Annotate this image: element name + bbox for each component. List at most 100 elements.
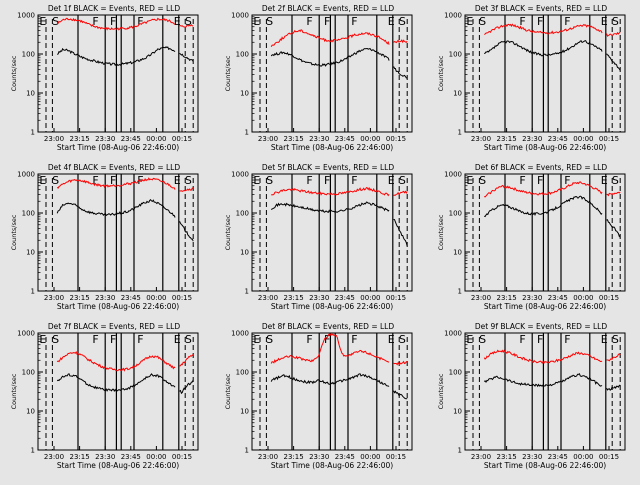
y-tick-label: 1 [458,129,462,137]
segment-mark: S [612,174,619,187]
series-events-line [56,46,194,67]
segment-mark: F [519,15,525,28]
detector-panel-1: Det 1f BLACK = Events, RED = LLD 1 10 100 10… [10,4,199,152]
x-tick-label: 23:15 [70,453,90,461]
x-tick-label: 23:45 [335,294,355,302]
segment-mark: E [174,15,181,28]
y-tick-label: 100 [449,369,462,377]
y-axis-label: Counts/sec [224,55,232,91]
segment-mark: E [388,174,395,187]
segment-mark: E [388,333,395,346]
series-lld-line [271,186,408,197]
y-tick-label: 100 [449,51,462,59]
detector-panel-4: Det 4f BLACK = Events, RED = LLD 1 10 100 10… [10,163,199,311]
segment-mark: F [537,333,543,346]
segment-mark: S [266,15,273,28]
panel-title: Det 1f BLACK = Events, RED = LLD [48,4,181,13]
panel-title: Det 8f BLACK = Events, RED = LLD [262,322,395,331]
x-axis-label: Start Time (08-Aug-06 22:46:00) [271,143,393,152]
plot-frame [37,14,199,133]
segment-mark: F [564,15,570,28]
segment-mark: F [351,15,357,28]
segment-mark: F [110,174,116,187]
segment-mark: F [306,15,312,28]
series-lld-line [270,332,408,366]
plot-frame [464,14,626,133]
series-events-line [270,201,408,247]
y-tick-label: 100 [22,51,35,59]
segment-mark: S [52,333,59,346]
x-tick-label: 00:00 [360,294,380,302]
x-tick-label: 23:45 [121,453,141,461]
y-tick-label: 100 [236,51,249,59]
x-tick-label: 23:15 [70,294,90,302]
plot-frame [251,332,413,451]
segment-mark: S [52,174,59,187]
x-tick-label: 23:15 [284,135,304,143]
y-tick-label: 1 [458,288,462,296]
y-tick-label: 1 [245,288,249,296]
x-tick-label: 23:30 [522,294,542,302]
series-events-line [56,373,194,395]
x-tick-label: 23:30 [309,294,329,302]
segment-mark: F [351,333,357,346]
y-axis-label: Counts/sec [437,55,445,91]
x-tick-label: 23:15 [497,453,517,461]
segment-mark: E [466,174,473,187]
y-tick-label: 1 [31,129,35,137]
segment-mark: F [324,15,330,28]
segment-mark: S [52,15,59,28]
y-tick-label: 100 [449,210,462,218]
plot-frame [464,173,626,292]
segment-mark: F [564,174,570,187]
x-axis-label: Start Time (08-Aug-06 22:46:00) [57,143,179,152]
series-lld-line [56,177,194,192]
x-tick-label: 00:15 [599,453,619,461]
segment-mark: F [324,174,330,187]
series-lld-line [483,181,621,198]
panel-title: Det 9f BLACK = Events, RED = LLD [475,322,608,331]
x-tick-label: 00:00 [146,453,166,461]
x-tick-label: 00:00 [573,453,593,461]
x-tick-label: 00:15 [599,135,619,143]
y-tick-label: 10 [240,249,249,257]
y-tick-label: 10 [453,249,462,257]
x-tick-label: 23:00 [471,453,491,461]
x-tick-label: 23:30 [309,135,329,143]
series-events-line [56,198,194,242]
series-lld-line [483,23,621,37]
x-axis-label: Start Time (08-Aug-06 22:46:00) [271,461,393,470]
panel-title: Det 2f BLACK = Events, RED = LLD [262,4,395,13]
segment-mark: E [601,15,608,28]
x-tick-label: 00:00 [573,294,593,302]
x-tick-label: 23:45 [548,135,568,143]
series-lld-line [56,350,194,372]
x-tick-label: 23:15 [284,294,304,302]
plot-frame [251,14,413,133]
x-tick-label: 23:00 [258,294,278,302]
x-tick-label: 23:45 [548,294,568,302]
segment-mark: E [253,15,260,28]
x-tick-label: 00:00 [146,135,166,143]
y-tick-label: 1000 [231,171,249,179]
x-tick-label: 00:00 [360,135,380,143]
x-tick-label: 23:00 [44,135,64,143]
x-tick-label: 00:15 [386,294,406,302]
x-tick-label: 23:15 [497,294,517,302]
x-axis-label: Start Time (08-Aug-06 22:46:00) [57,461,179,470]
segment-mark: S [399,174,406,187]
y-tick-label: 10 [26,90,35,98]
x-tick-label: 00:15 [599,294,619,302]
y-tick-label: 10 [453,90,462,98]
x-tick-label: 23:15 [70,135,90,143]
series-events-line [270,47,408,79]
segment-mark: S [479,333,486,346]
segment-mark: F [537,174,543,187]
series-events-line [484,195,621,238]
y-tick-label: 1000 [231,330,249,338]
segment-mark: S [479,174,486,187]
x-axis-label: Start Time (08-Aug-06 22:46:00) [57,302,179,311]
x-tick-label: 23:30 [95,135,115,143]
